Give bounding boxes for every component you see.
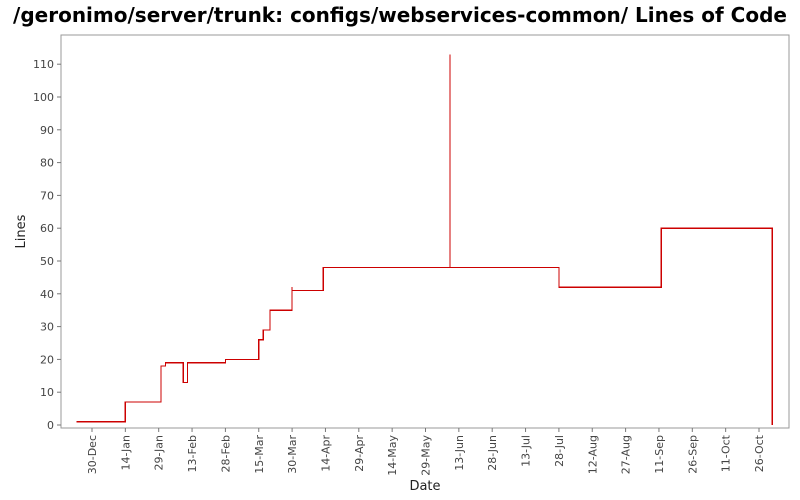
y-tick-label: 30 (40, 321, 54, 334)
y-tick-label: 80 (40, 157, 54, 170)
x-tick-label: 14-Apr (319, 435, 332, 472)
x-tick-label: 29-May (420, 435, 433, 476)
x-tick-label: 14-May (386, 435, 399, 476)
x-tick-label: 29-Jan (153, 435, 166, 471)
x-tick-label: 13-Jul (520, 435, 533, 467)
y-tick-label: 10 (40, 386, 54, 399)
x-tick-label: 11-Sep (653, 435, 666, 474)
chart-title: /geronimo/server/trunk: configs/webservi… (13, 3, 787, 27)
y-tick-label: 20 (40, 353, 54, 366)
x-tick-label: 13-Feb (186, 435, 199, 472)
x-tick-label: 26-Oct (753, 434, 766, 472)
x-tick-label: 27-Aug (620, 435, 633, 474)
x-tick-label: 11-Oct (720, 434, 733, 472)
x-tick-label: 29-Apr (353, 435, 366, 472)
y-tick-label: 90 (40, 124, 54, 137)
y-tick-label: 110 (33, 58, 54, 71)
x-tick-label: 13-Jun (453, 435, 466, 471)
y-tick-label: 70 (40, 189, 54, 202)
x-tick-label: 28-Jul (553, 435, 566, 467)
y-tick-label: 40 (40, 288, 54, 301)
x-tick-label: 26-Sep (686, 435, 699, 474)
x-tick-label: 28-Jun (486, 435, 499, 471)
x-axis-title: Date (409, 479, 440, 494)
y-tick-label: 100 (33, 91, 54, 104)
plot-area (60, 34, 790, 429)
x-tick-label: 14-Jan (119, 435, 132, 471)
x-tick-label: 15-Mar (253, 435, 266, 474)
x-tick-label: 30-Mar (286, 435, 299, 474)
y-tick-label: 60 (40, 222, 54, 235)
x-tick-label: 28-Feb (219, 435, 232, 472)
x-tick-label: 30-Dec (86, 435, 99, 474)
x-tick-label: 12-Aug (586, 435, 599, 474)
y-tick-label: 0 (47, 419, 54, 432)
y-axis-title: Lines (14, 214, 29, 248)
series-line-0 (76, 54, 773, 425)
y-tick-label: 50 (40, 255, 54, 268)
